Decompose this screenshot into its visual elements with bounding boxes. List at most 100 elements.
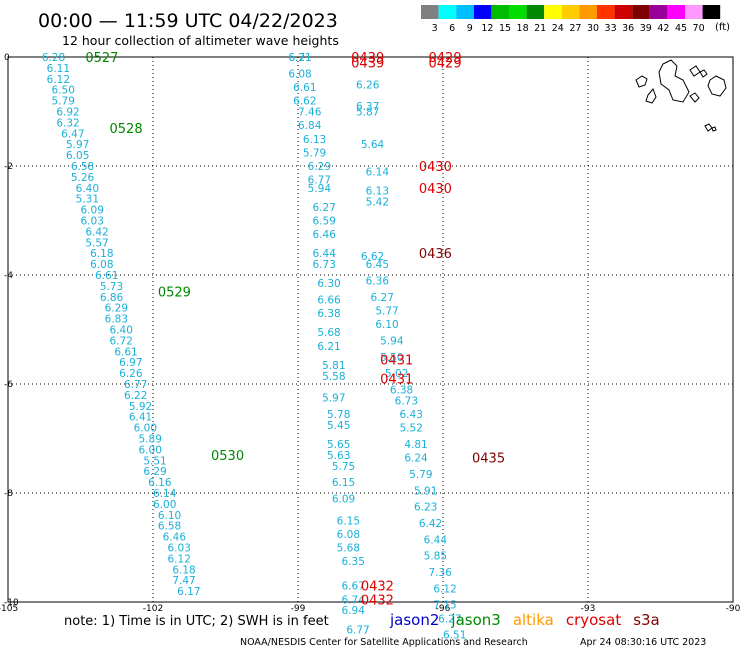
color-scale-label: 24 — [552, 23, 564, 34]
pass-time-label: 0528 — [110, 122, 143, 137]
pass-time-label: 0432 — [361, 580, 394, 595]
wave-height-value: 6.61 — [293, 82, 316, 94]
wave-height-value: 6.15 — [337, 515, 360, 527]
wave-height-value: 5.68 — [317, 327, 340, 339]
wave-height-value: 6.21 — [288, 52, 311, 64]
wave-height-value: 6.94 — [342, 605, 366, 617]
wave-height-value: 6.00 — [139, 444, 162, 456]
color-scale-swatch — [438, 5, 457, 19]
chart-title: 00:00 — 11:59 UTC 04/22/2023 — [38, 10, 338, 32]
wave-height-value: 5.51 — [143, 455, 166, 467]
wave-height-value: 5.75 — [332, 461, 355, 473]
color-scale-swatch — [561, 5, 580, 19]
mission-legend-item: cryosat — [566, 611, 621, 629]
wave-height-value: 6.51 — [443, 630, 466, 642]
wave-height-value: 6.36 — [366, 275, 390, 287]
color-scale-label: 15 — [499, 23, 511, 34]
color-scale-swatch — [473, 5, 492, 19]
wave-height-value: 6.13 — [366, 186, 389, 198]
wave-height-value: 5.97 — [66, 139, 89, 151]
wave-height-value: 6.27 — [438, 613, 461, 625]
wave-height-value: 6.21 — [317, 341, 340, 353]
wave-height-value: 5.78 — [327, 409, 350, 421]
wave-height-value: 6.13 — [303, 134, 326, 146]
color-scale-label: 45 — [675, 23, 687, 34]
wave-height-value: 6.67 — [342, 581, 365, 593]
pass-time-label: 0429 — [429, 51, 462, 66]
y-tick-label: -6 — [4, 380, 13, 390]
wave-height-value: 6.77 — [308, 175, 331, 187]
color-scale-swatch — [544, 5, 562, 19]
pass-time-label: 0439 — [351, 56, 384, 71]
color-scale-swatch — [509, 5, 527, 19]
color-scale-label: 18 — [517, 23, 529, 34]
wave-height-value: 5.52 — [400, 423, 423, 435]
wave-height-value: 6.58 — [71, 161, 94, 173]
wave-height-value: 6.11 — [47, 63, 70, 75]
wave-height-value: 6.42 — [85, 226, 108, 238]
wave-height-value: 6.00 — [134, 423, 157, 435]
wave-height-value: 6.44 — [424, 534, 448, 546]
color-scale-label: 30 — [587, 23, 599, 34]
wave-height-value: 6.86 — [100, 292, 124, 304]
pass-time-label: 0431 — [380, 353, 413, 368]
wave-height-value: 5.97 — [322, 393, 345, 405]
wave-height-value: 6.45 — [366, 259, 389, 271]
pass-time-label: 0436 — [419, 247, 452, 262]
wave-height-value: 6.46 — [313, 229, 337, 241]
wave-height-value: 5.73 — [100, 281, 123, 293]
wave-height-value: 6.09 — [81, 205, 104, 217]
y-tick-label: -2 — [4, 162, 13, 172]
footer-note: note: 1) Time is in UTC; 2) SWH is in fe… — [64, 614, 329, 629]
wave-height-value: 5.63 — [327, 450, 350, 462]
wave-height-value: 6.44 — [313, 248, 337, 260]
wave-height-value: 6.62 — [361, 251, 384, 263]
wave-height-value: 6.58 — [158, 521, 181, 533]
color-scale-label: 9 — [467, 23, 473, 34]
wave-height-value: 6.38 — [390, 384, 413, 396]
wave-height-value: 6.16 — [148, 477, 172, 489]
wave-height-value: 6.03 — [168, 543, 191, 555]
wave-height-points: 6.286.116.126.505.796.926.326.475.976.05… — [42, 52, 467, 642]
wave-height-value: 6.83 — [105, 314, 128, 326]
pass-time-label: 0529 — [158, 285, 191, 300]
color-scale-legend: 3 6 9 12 15 18 21 24 27 30 33 36 39 42 45 70 — [421, 5, 721, 34]
wave-height-value: 5.68 — [337, 543, 360, 555]
pass-time-label: 0430 — [419, 160, 452, 175]
wave-height-value: 5.81 — [322, 360, 345, 372]
axis-ticks: 0 -2 -4 -6 -8 -10-105 -102 -99 -96 -93 -90 — [0, 53, 740, 614]
plot-frame — [7, 56, 734, 603]
wave-height-value: 6.42 — [419, 518, 442, 530]
wave-height-value: 5.79 — [303, 147, 326, 159]
wave-height-value: 6.84 — [298, 120, 322, 132]
x-tick-label: -102 — [143, 604, 163, 614]
wave-height-value: 6.30 — [317, 278, 340, 290]
wave-height-value: 4.81 — [404, 439, 427, 451]
island-outline-inset — [635, 59, 727, 132]
wave-height-value: 6.61 — [114, 346, 137, 358]
wave-height-value: 6.14 — [366, 166, 390, 178]
wave-height-value: 6.10 — [158, 510, 181, 522]
color-scale-label: 12 — [481, 23, 493, 34]
wave-height-value: 5.42 — [366, 196, 389, 208]
wave-height-value: 6.62 — [293, 96, 316, 108]
pass-time-label: 0432 — [361, 593, 394, 608]
pass-time-label: 0430 — [419, 182, 452, 197]
color-scale-swatch — [579, 5, 597, 19]
wave-height-value: 6.77 — [346, 624, 369, 636]
wave-height-value: 6.41 — [129, 412, 152, 424]
wave-height-value: 6.29 — [105, 303, 128, 315]
footer-timestamp: Apr 24 08:30:16 UTC 2023 — [580, 637, 706, 648]
color-scale-label: 27 — [569, 23, 581, 34]
color-scale-swatch — [491, 5, 509, 19]
mission-legend-item: altika — [513, 611, 554, 629]
color-scale-label: 39 — [640, 23, 652, 34]
wave-height-value: 5.79 — [409, 469, 432, 481]
color-scale-swatch — [649, 5, 668, 19]
color-scale-label: 42 — [657, 23, 669, 34]
wave-height-value: 5.58 — [322, 371, 345, 383]
wave-height-value: 5.65 — [327, 439, 350, 451]
wave-height-value: 5.02 — [385, 368, 408, 380]
